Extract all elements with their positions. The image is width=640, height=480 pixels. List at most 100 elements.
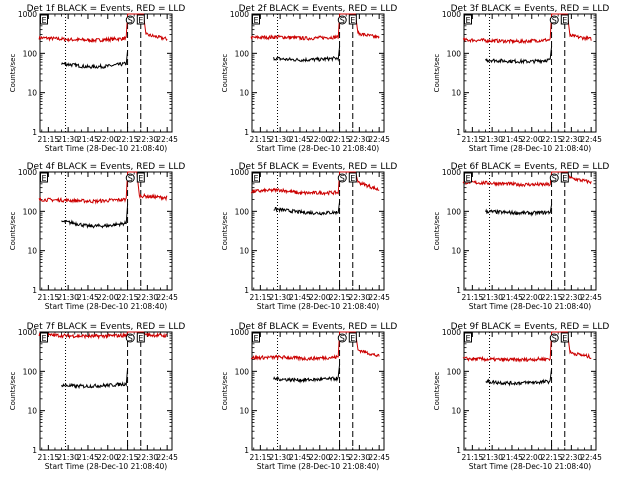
event-rate-line — [485, 46, 553, 65]
eclipse-marker-label: E — [253, 174, 258, 183]
panel-det-4: Det 4f BLACK = Events, RED = LLD 1 10 100 10… — [9, 162, 185, 311]
eclipse-marker-box — [464, 332, 472, 343]
y-axis-label: Counts/sec — [9, 212, 17, 251]
eclipse-marker-label: E — [253, 334, 258, 343]
eclipse-marker-label: E — [562, 16, 567, 25]
x-tick-label: 21:30 — [269, 135, 291, 144]
x-tick-label: 22:15 — [541, 453, 563, 462]
y-tick-label: 1 — [32, 286, 37, 295]
x-tick-label: 22:45 — [368, 135, 390, 144]
x-tick-label: 21:15 — [250, 453, 272, 462]
eclipse-marker-label: E — [138, 174, 143, 183]
x-tick-label: 21:30 — [269, 453, 291, 462]
y-tick-label: 1000 — [230, 10, 249, 19]
x-tick-label: 22:00 — [309, 135, 331, 144]
eclipse-marker-box — [40, 332, 48, 343]
x-tick-label: 21:30 — [481, 293, 503, 302]
y-tick-label: 100 — [235, 49, 250, 58]
x-tick-label: 22:00 — [521, 453, 543, 462]
eclipse-marker-label: E — [350, 334, 355, 343]
lld-rate-line — [462, 171, 592, 188]
lld-rate-line — [250, 13, 380, 41]
saa-marker-label: S — [340, 174, 345, 183]
y-tick-label: 100 — [447, 367, 462, 376]
plot-frame — [251, 171, 385, 291]
x-tick-label: 21:15 — [462, 293, 484, 302]
eclipse-marker-box — [464, 172, 472, 183]
saa-marker-label: S — [128, 174, 133, 183]
eclipse-marker-box — [252, 14, 260, 25]
x-tick-label: 21:45 — [289, 135, 311, 144]
saa-marker-label: S — [128, 334, 133, 343]
lld-rate-line — [250, 171, 380, 196]
saa-marker-circle — [337, 173, 347, 183]
saa-marker-label: S — [552, 16, 557, 25]
y-axis-label: Counts/sec — [433, 212, 441, 251]
eclipse-marker-label: E — [253, 16, 258, 25]
x-tick-label: 21:30 — [57, 453, 79, 462]
x-tick-label: 21:30 — [57, 135, 79, 144]
x-tick-label: 21:15 — [250, 293, 272, 302]
x-tick-label: 22:00 — [97, 453, 119, 462]
panel-det-3: Det 3f BLACK = Events, RED = LLD 1 10 100 10… — [433, 4, 609, 153]
panel-title: Det 4f BLACK = Events, RED = LLD — [27, 162, 186, 172]
saa-marker-circle — [337, 15, 347, 25]
x-tick-label: 22:45 — [368, 453, 390, 462]
x-axis-label: Start Time (28-Dec-10 21:08:40) — [469, 302, 591, 311]
plot-frame — [463, 171, 597, 291]
eclipse-marker-label: E — [350, 16, 355, 25]
panel-det-7: Det 7f BLACK = Events, RED = LLD 1 10 100 10… — [9, 322, 185, 471]
y-axis-label: Counts/sec — [221, 212, 229, 251]
y-tick-label: 10 — [451, 247, 461, 256]
y-tick-label: 1 — [456, 286, 461, 295]
y-tick-label: 10 — [239, 89, 249, 98]
eclipse-marker-box — [348, 172, 357, 183]
event-rate-line — [61, 204, 129, 229]
x-tick-label: 22:45 — [368, 293, 390, 302]
eclipse-marker-label: E — [465, 16, 470, 25]
x-tick-label: 21:30 — [481, 453, 503, 462]
x-tick-label: 22:15 — [329, 135, 351, 144]
x-tick-label: 22:45 — [156, 453, 178, 462]
x-tick-label: 22:00 — [97, 135, 119, 144]
panel-title: Det 9f BLACK = Events, RED = LLD — [451, 322, 610, 332]
eclipse-marker-box — [136, 332, 145, 343]
y-tick-label: 1 — [244, 128, 249, 137]
x-tick-label: 22:30 — [561, 453, 583, 462]
eclipse-marker-box — [348, 332, 357, 343]
x-tick-label: 22:00 — [97, 293, 119, 302]
y-tick-label: 10 — [451, 407, 461, 416]
saa-marker-circle — [549, 333, 559, 343]
eclipse-marker-label: E — [41, 334, 46, 343]
panel-det-1: Det 1f BLACK = Events, RED = LLD 1 10 100 10… — [9, 4, 185, 153]
eclipse-marker-box — [348, 14, 357, 25]
eclipse-marker-box — [136, 14, 145, 25]
y-tick-label: 1 — [32, 446, 37, 455]
x-tick-label: 22:30 — [349, 135, 371, 144]
event-rate-line — [273, 201, 341, 216]
y-axis-label: Counts/sec — [221, 372, 229, 411]
y-axis-label: Counts/sec — [9, 54, 17, 93]
x-tick-label: 21:15 — [462, 135, 484, 144]
x-tick-label: 22:45 — [580, 453, 602, 462]
eclipse-marker-box — [40, 172, 48, 183]
saa-marker-label: S — [340, 16, 345, 25]
x-tick-label: 22:15 — [541, 293, 563, 302]
lld-rate-line — [462, 331, 592, 363]
y-tick-label: 100 — [235, 207, 250, 216]
y-tick-label: 100 — [23, 207, 38, 216]
x-axis-label: Start Time (28-Dec-10 21:08:40) — [257, 462, 379, 471]
panel-title: Det 8f BLACK = Events, RED = LLD — [239, 322, 398, 332]
x-tick-label: 21:45 — [77, 453, 99, 462]
event-rate-line — [61, 50, 129, 70]
plot-frame — [463, 331, 597, 451]
y-axis-label: Counts/sec — [9, 372, 17, 411]
saa-marker-circle — [549, 173, 559, 183]
y-tick-label: 10 — [27, 89, 37, 98]
saa-marker-circle — [125, 333, 135, 343]
event-rate-line — [273, 46, 341, 63]
y-tick-label: 1000 — [442, 10, 461, 19]
x-tick-label: 22:15 — [541, 135, 563, 144]
eclipse-marker-box — [136, 172, 145, 183]
panel-title: Det 1f BLACK = Events, RED = LLD — [27, 4, 186, 14]
